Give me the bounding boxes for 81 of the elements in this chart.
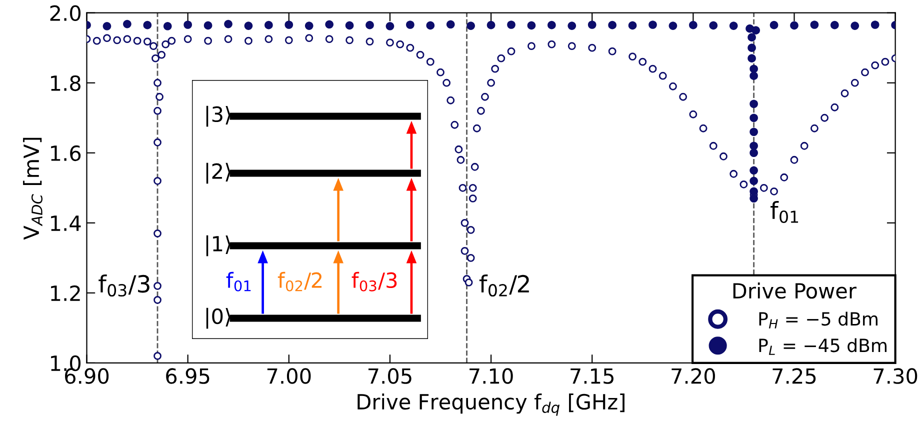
x-tick-label: 7.25 xyxy=(772,368,816,384)
point xyxy=(750,64,758,74)
point xyxy=(446,20,455,29)
point xyxy=(648,20,657,29)
point xyxy=(810,20,819,29)
point xyxy=(386,22,394,30)
point xyxy=(588,20,596,29)
point xyxy=(426,21,435,30)
point xyxy=(668,22,678,30)
annotation: |0⟩ xyxy=(206,308,230,329)
point xyxy=(366,20,374,30)
point xyxy=(628,21,637,30)
point xyxy=(608,20,616,30)
annotation: |2⟩ xyxy=(206,162,230,184)
point xyxy=(204,21,212,30)
x-tick-label: 6.95 xyxy=(166,368,210,384)
legend-label: P$_{H}$ = −5 dBm xyxy=(759,312,878,328)
ref-line-label: f$_{03}$/3 xyxy=(98,274,150,297)
point xyxy=(466,22,475,30)
annotation: f$_{03}$/3 xyxy=(352,272,397,292)
x-tick-label: 7.10 xyxy=(470,368,513,384)
point xyxy=(750,176,758,186)
y-tick-label: 2.0 xyxy=(50,5,81,22)
annotation: |3⟩ xyxy=(206,106,230,127)
annotation: |1⟩ xyxy=(206,235,230,256)
point xyxy=(304,22,314,30)
point xyxy=(486,20,496,30)
x-tick-label: 7.00 xyxy=(267,368,311,384)
point xyxy=(748,54,756,63)
point xyxy=(123,20,132,28)
point xyxy=(264,20,273,30)
point xyxy=(750,194,758,203)
point xyxy=(244,22,253,30)
point xyxy=(284,20,294,29)
point xyxy=(325,20,334,29)
point xyxy=(750,142,758,150)
x-tick-label: 7.05 xyxy=(368,368,412,384)
point xyxy=(770,20,778,30)
point xyxy=(568,22,576,30)
point xyxy=(224,20,232,28)
legend-label: P$_{L}$ = −45 dBm xyxy=(759,338,886,355)
x-axis-title: Drive Frequency f$_{dq}$ [GHz] xyxy=(358,394,624,416)
point xyxy=(548,20,556,30)
point xyxy=(507,20,516,29)
point xyxy=(750,72,758,80)
point xyxy=(689,20,698,30)
point xyxy=(750,166,758,175)
point xyxy=(184,20,192,29)
point xyxy=(752,26,760,35)
point xyxy=(345,21,354,30)
x-tick-label: 7.20 xyxy=(672,368,715,384)
y-tick-label: 1.8 xyxy=(51,75,80,92)
point xyxy=(527,21,536,30)
x-tick-label: 7.15 xyxy=(570,368,614,384)
point xyxy=(143,20,152,30)
point xyxy=(750,148,758,158)
point xyxy=(830,20,839,30)
ref-line-label: f$_{01}$ xyxy=(770,200,798,224)
point xyxy=(748,44,756,52)
point xyxy=(870,20,880,29)
annotation: f$_{01}$ xyxy=(226,272,251,292)
point xyxy=(750,100,758,108)
y-tick-label: 1.6 xyxy=(51,145,81,162)
y-tick-label: 1.4 xyxy=(51,216,81,231)
y-tick-label: 1.2 xyxy=(51,285,80,301)
point xyxy=(729,22,738,30)
point xyxy=(750,187,758,196)
y-axis-title: V$_{ADC}$ [mV] xyxy=(23,138,43,240)
point xyxy=(790,21,798,30)
point xyxy=(850,22,860,30)
annotation: f$_{02}$/2 xyxy=(278,272,322,292)
point xyxy=(406,20,414,29)
point xyxy=(709,21,718,30)
legend-title: Drive Power xyxy=(733,282,856,299)
ref-line-label: f$_{02}$/2 xyxy=(479,274,529,297)
x-tick-label: 7.30 xyxy=(874,368,918,384)
point xyxy=(102,22,112,30)
point xyxy=(750,114,758,122)
point xyxy=(163,22,172,30)
point xyxy=(748,33,756,42)
point xyxy=(750,128,758,136)
